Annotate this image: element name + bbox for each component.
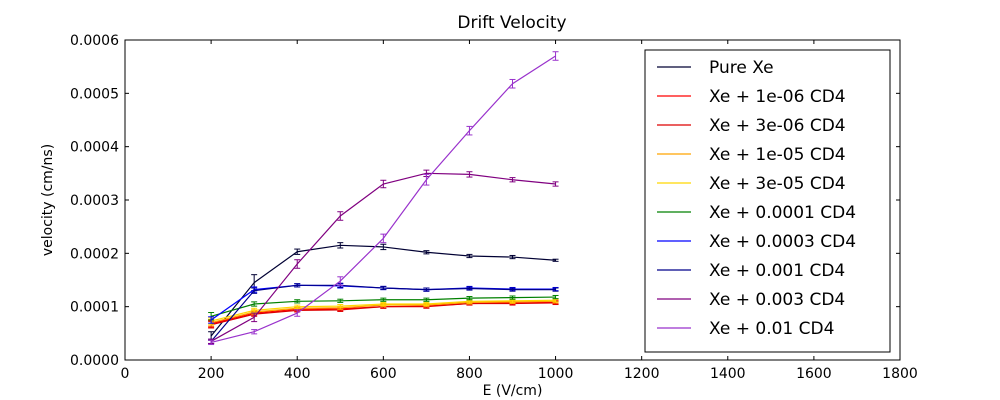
- data-point: [423, 250, 430, 255]
- x-tick-label: 400: [284, 366, 311, 382]
- data-point: [251, 312, 258, 323]
- y-tick-label: 0.0001: [70, 300, 119, 316]
- x-axis-label: E (V/cm): [483, 383, 543, 399]
- legend-entry: Xe + 1e-06 CD4: [657, 87, 846, 107]
- legend-entry: Xe + 3e-06 CD4: [657, 116, 846, 136]
- data-point: [337, 276, 344, 286]
- legend-label: Xe + 3e-06 CD4: [709, 116, 846, 136]
- legend-entry: Xe + 1e-05 CD4: [657, 145, 846, 165]
- data-point: [466, 171, 473, 178]
- legend-label: Xe + 0.01 CD4: [709, 319, 834, 339]
- legend-entry: Xe + 0.003 CD4: [657, 290, 845, 310]
- y-tick-label: 0.0000: [70, 353, 119, 369]
- data-point: [509, 295, 516, 300]
- data-point: [423, 301, 430, 307]
- data-point: [251, 287, 258, 294]
- legend-label: Xe + 0.003 CD4: [709, 290, 845, 310]
- series-8: [208, 169, 559, 344]
- x-tick-label: 200: [198, 366, 225, 382]
- x-tick-label: 1400: [710, 366, 746, 382]
- legend-entry: Xe + 0.0001 CD4: [657, 203, 856, 223]
- data-point: [251, 329, 258, 335]
- data-point: [208, 316, 215, 324]
- data-point: [509, 254, 516, 260]
- data-point: [380, 297, 387, 302]
- y-tick-label: 0.0005: [70, 86, 119, 102]
- data-point: [380, 233, 387, 244]
- legend: Pure Xe Xe + 1e-06 CD4 Xe + 3e-06 CD4 Xe + …: [644, 49, 891, 353]
- data-point: [208, 339, 215, 346]
- legend-label: Xe + 1e-05 CD4: [709, 145, 846, 165]
- x-tick-label: 1800: [882, 366, 918, 382]
- data-point: [509, 177, 516, 183]
- x-tick-label: 1000: [538, 366, 574, 382]
- data-point: [380, 285, 387, 291]
- x-tick-label: 800: [456, 366, 483, 382]
- legend-label: Xe + 0.0003 CD4: [709, 232, 856, 252]
- x-tick-label: 0: [121, 366, 130, 382]
- legend-label: Xe + 0.001 CD4: [709, 261, 845, 281]
- data-point: [552, 287, 559, 292]
- data-point: [294, 283, 301, 288]
- data-point: [294, 299, 301, 304]
- data-point: [423, 173, 430, 186]
- series-0: [208, 242, 559, 341]
- x-tick-label: 600: [370, 366, 397, 382]
- data-point: [509, 287, 516, 292]
- y-tick-label: 0.0002: [70, 246, 119, 262]
- data-point: [552, 51, 559, 61]
- y-tick-label: 0.0004: [70, 140, 119, 156]
- series-7: [208, 282, 559, 344]
- x-tick-label: 1600: [796, 366, 832, 382]
- data-point: [466, 286, 473, 291]
- data-point: [552, 181, 559, 187]
- y-tick-label: 0.0003: [70, 193, 119, 209]
- legend-label: Xe + 3e-05 CD4: [709, 174, 846, 194]
- data-point: [251, 307, 258, 314]
- legend-entry: Xe + 0.0003 CD4: [657, 232, 856, 252]
- data-point: [466, 125, 473, 136]
- data-point: [552, 258, 559, 262]
- data-point: [294, 304, 301, 309]
- legend-label: Xe + 0.0001 CD4: [709, 203, 856, 223]
- data-point: [294, 309, 301, 317]
- legend-entry: Xe + 0.01 CD4: [657, 319, 834, 339]
- series-5: [208, 294, 559, 321]
- data-point: [337, 242, 344, 249]
- data-point: [423, 297, 430, 302]
- data-point: [466, 253, 473, 259]
- data-point: [380, 301, 387, 307]
- data-point: [294, 248, 301, 255]
- data-point: [466, 296, 473, 301]
- data-point: [251, 301, 258, 307]
- data-point: [509, 78, 516, 89]
- legend-entry: Pure Xe: [657, 58, 774, 78]
- data-point: [380, 243, 387, 251]
- data-point: [380, 179, 387, 189]
- plot-area: [208, 51, 559, 346]
- legend-label: Pure Xe: [709, 58, 774, 78]
- axis-ticks: 0 200 400 600 800 1000 1200 1400 1600 1800 0.0000 0…: [70, 33, 918, 382]
- legend-box: [644, 49, 891, 353]
- series-9: [208, 51, 559, 346]
- data-point: [294, 259, 301, 269]
- data-point: [423, 287, 430, 292]
- y-axis-label: velocity (cm/ns): [40, 144, 56, 256]
- data-point: [337, 304, 344, 309]
- legend-label: Xe + 1e-06 CD4: [709, 87, 846, 107]
- data-point: [337, 211, 344, 221]
- chart-title: Drift Velocity: [457, 13, 566, 33]
- legend-entry: Xe + 3e-05 CD4: [657, 174, 846, 194]
- data-point: [337, 298, 344, 303]
- data-point: [552, 294, 559, 300]
- x-tick-label: 1200: [624, 366, 660, 382]
- legend-entry: Xe + 0.001 CD4: [657, 261, 845, 281]
- y-tick-label: 0.0006: [70, 33, 119, 49]
